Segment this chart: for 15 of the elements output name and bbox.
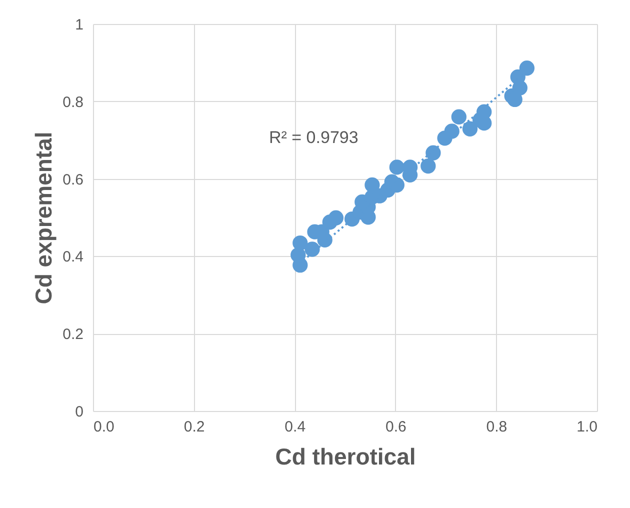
y-axis-title: Cd expremental <box>30 132 57 304</box>
y-tick-label: 0.2 <box>62 326 84 344</box>
x-axis-title: Cd therotical <box>275 444 416 470</box>
annotation: R² = 0.9793 <box>269 128 358 147</box>
y-tick-label: 1 <box>75 16 84 34</box>
y-tick-label: 0 <box>75 404 84 420</box>
x-tick-label: 0.8 <box>486 418 508 436</box>
y-tick-label: 0.6 <box>62 171 84 188</box>
x-tick-label: 1.0 <box>576 418 598 436</box>
x-tick-label: 0.4 <box>284 418 306 436</box>
x-tick-label: 0.6 <box>385 418 406 436</box>
y-tick-label: 0.4 <box>62 248 84 266</box>
y-tick-label: 0.8 <box>62 94 84 111</box>
x-tick-label: 0.2 <box>184 418 205 436</box>
x-tick-label: 0.0 <box>94 418 114 436</box>
